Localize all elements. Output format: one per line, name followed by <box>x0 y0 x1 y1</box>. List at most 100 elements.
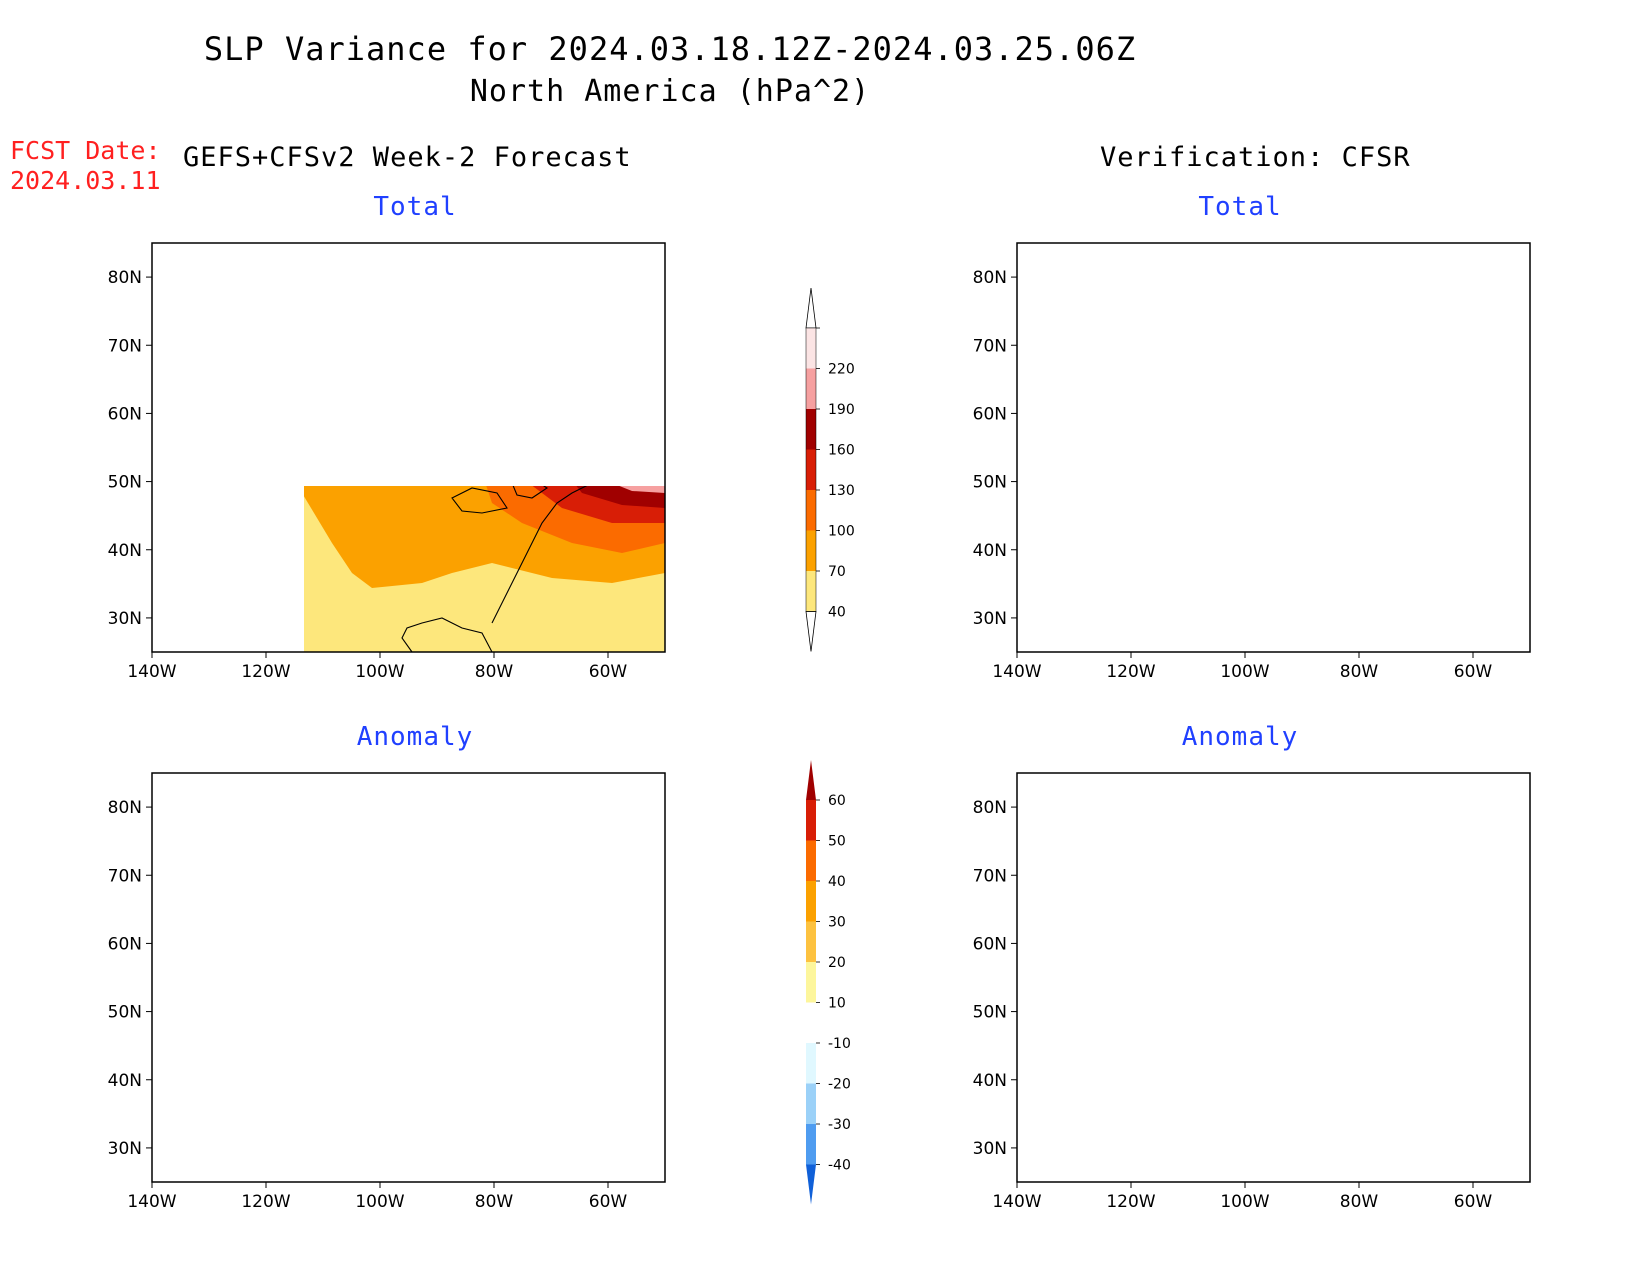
colorbar-anomaly-swatch <box>806 1043 816 1084</box>
fill-level-neg20-inset <box>1197 978 1267 1003</box>
colorbar-anomaly-label: 20 <box>828 955 846 971</box>
lat-label: 30N <box>108 1139 142 1159</box>
lat-label: 40N <box>108 1071 142 1091</box>
colorbar-anomaly-swatch <box>806 921 816 962</box>
colorbar-anomaly-swatch <box>806 800 816 841</box>
fill-level-neg20-atlantic <box>1457 1043 1507 1073</box>
panel-title-forecast-total: Total <box>373 192 457 222</box>
colorbar-anomaly-swatch <box>806 1083 816 1124</box>
colorbar-total-label: 70 <box>828 564 846 580</box>
fill-below-40-north <box>242 243 622 363</box>
colorbar-total-label: 190 <box>828 402 855 418</box>
fill-level-20 <box>547 938 665 1013</box>
panel-title-verification-anomaly: Anomaly <box>1181 722 1299 752</box>
fill-level-40 <box>1017 243 1530 652</box>
colorbar-anomaly-swatch <box>806 881 816 922</box>
lat-label: 70N <box>108 336 142 356</box>
fill-level-30 <box>1217 878 1530 1153</box>
colorbar-total-swatch <box>806 449 816 490</box>
fill-below-40 <box>1017 243 1530 652</box>
map-panel-verification-total <box>1017 243 1530 652</box>
lon-label: 120W <box>241 1192 290 1212</box>
lon-label: 60W <box>589 1192 628 1212</box>
colorbar-anomaly-label: -30 <box>828 1117 851 1133</box>
main-title: SLP Variance for 2024.03.18.12Z-2024.03.… <box>203 30 1137 68</box>
fill-level-neg30-west <box>152 933 252 1058</box>
colorbar-total-top-arrow <box>805 287 817 329</box>
fill-level-60 <box>597 963 665 988</box>
lat-label: 70N <box>973 866 1007 886</box>
forecast-date-label: FCST Date: <box>10 136 161 165</box>
colorbar-anomaly-label: 60 <box>828 793 846 809</box>
lat-label: 40N <box>108 541 142 561</box>
fill-level-neg10-north <box>212 773 665 1003</box>
lon-label: 140W <box>992 1192 1041 1212</box>
fill-level-160-east <box>1417 353 1530 503</box>
colorbar-anomaly-label: 40 <box>828 874 846 890</box>
colorbar-anomaly-swatch <box>806 840 816 881</box>
fill-level-50-east <box>1367 888 1530 1073</box>
fill-level-10-nw <box>1017 808 1057 848</box>
fill-level-neg20-west <box>152 923 317 1078</box>
colorbar-total-label: 220 <box>828 362 855 378</box>
colorbar-total-swatch <box>806 328 816 369</box>
map-panel-forecast-total <box>242 243 665 652</box>
colorbar-anomaly-label: -40 <box>828 1158 851 1174</box>
frame-verification-anomaly <box>1016 772 1531 1183</box>
lon-label: 80W <box>475 1192 514 1212</box>
colorbar-total-swatch <box>806 409 816 450</box>
fill-level-40 <box>304 486 665 652</box>
lon-label: 80W <box>475 662 514 682</box>
fill-level-160-sw <box>1237 513 1272 543</box>
fill-level-neg30-ne <box>552 773 665 863</box>
lat-label: 70N <box>108 866 142 886</box>
fill-level-neg30-hudson <box>422 923 472 963</box>
lat-label: 50N <box>973 473 1007 493</box>
lat-label: 50N <box>973 1003 1007 1023</box>
right-column-header: Verification: CFSR <box>1100 142 1411 173</box>
coastline-verification-anomaly <box>1017 788 1530 1182</box>
fill-level-70 <box>1167 293 1530 633</box>
colorbar-total-label: 100 <box>828 524 855 540</box>
lon-label: 100W <box>1220 1192 1269 1212</box>
colorbar-total-bottom-arrow <box>805 611 817 652</box>
colorbar-anomaly-label: -10 <box>828 1036 851 1052</box>
colorbar-total-swatch <box>806 490 816 531</box>
fill-level-10 <box>1187 843 1530 1182</box>
fill-level-20-north <box>1337 808 1467 831</box>
lon-label: 120W <box>1106 1192 1155 1212</box>
colorbar-anomaly-label: 50 <box>828 834 846 850</box>
lon-label: 100W <box>1220 662 1269 682</box>
lon-label: 100W <box>355 1192 404 1212</box>
colorbar-anomaly-swatch <box>806 1002 816 1043</box>
fill-level-100 <box>1197 313 1530 593</box>
lat-label: 80N <box>108 268 142 288</box>
lat-label: 80N <box>973 268 1007 288</box>
fill-level-30 <box>562 945 665 1008</box>
lon-label: 120W <box>241 662 290 682</box>
fill-level-neg10-south <box>562 1033 612 1063</box>
fill-level-130-east <box>1397 328 1530 518</box>
colorbar-total-label: 130 <box>828 483 855 499</box>
fill-level-neg10-west <box>152 903 382 1113</box>
map-panel-forecast-anomaly <box>152 773 665 1182</box>
lat-label: 40N <box>973 541 1007 561</box>
colorbar-anomaly-label: 30 <box>828 915 846 931</box>
fill-level-60-east <box>1392 898 1530 1043</box>
lon-label: 60W <box>589 662 628 682</box>
fill-level-190 <box>619 486 665 493</box>
fill-level-220 <box>1427 373 1530 483</box>
fill-level-220 <box>607 438 665 485</box>
lon-label: 80W <box>1340 1192 1379 1212</box>
colorbar-anomaly-top-arrow <box>806 760 816 800</box>
colorbar-total-swatch <box>806 571 816 612</box>
lat-label: 40N <box>973 1071 1007 1091</box>
frame-forecast-anomaly <box>151 772 666 1183</box>
lat-label: 30N <box>973 609 1007 629</box>
fill-level-70 <box>304 486 665 588</box>
main-subtitle: North America (hPa^2) <box>469 74 871 109</box>
fill-level-130-sw <box>1217 498 1302 553</box>
fill-neutral <box>1017 773 1530 1182</box>
fill-level-50-sw <box>1222 1038 1317 1093</box>
lat-label: 70N <box>973 336 1007 356</box>
